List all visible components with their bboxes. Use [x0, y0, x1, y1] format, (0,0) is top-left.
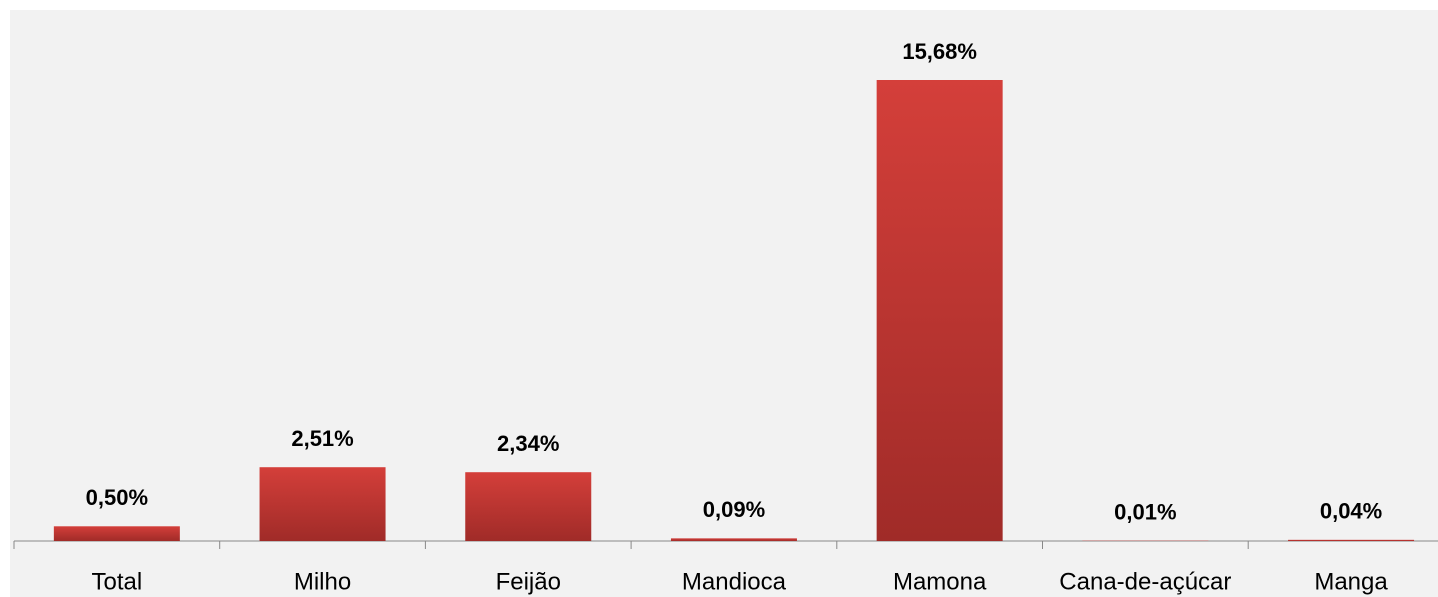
x-tick-label: Mandioca [682, 568, 787, 595]
value-label: 0,50% [86, 485, 148, 510]
bar [876, 80, 1003, 541]
bar [53, 526, 180, 541]
bar [259, 467, 386, 541]
x-tick-label: Feijão [496, 568, 561, 595]
bar [670, 538, 797, 541]
x-tick-label: Milho [294, 568, 351, 595]
plot-background [10, 10, 1438, 597]
x-tick-label: Manga [1314, 568, 1388, 595]
value-label: 0,09% [703, 497, 765, 522]
value-label: 0,04% [1320, 499, 1382, 524]
x-tick-label: Mamona [893, 568, 987, 595]
bar [465, 472, 592, 541]
value-label: 0,01% [1114, 500, 1176, 525]
value-label: 2,51% [291, 426, 353, 451]
x-tick-label: Cana-de-açúcar [1059, 568, 1231, 595]
x-tick-label: Total [91, 568, 142, 595]
value-label: 15,68% [902, 39, 977, 64]
value-label: 2,34% [497, 431, 559, 456]
bar [1288, 539, 1415, 541]
